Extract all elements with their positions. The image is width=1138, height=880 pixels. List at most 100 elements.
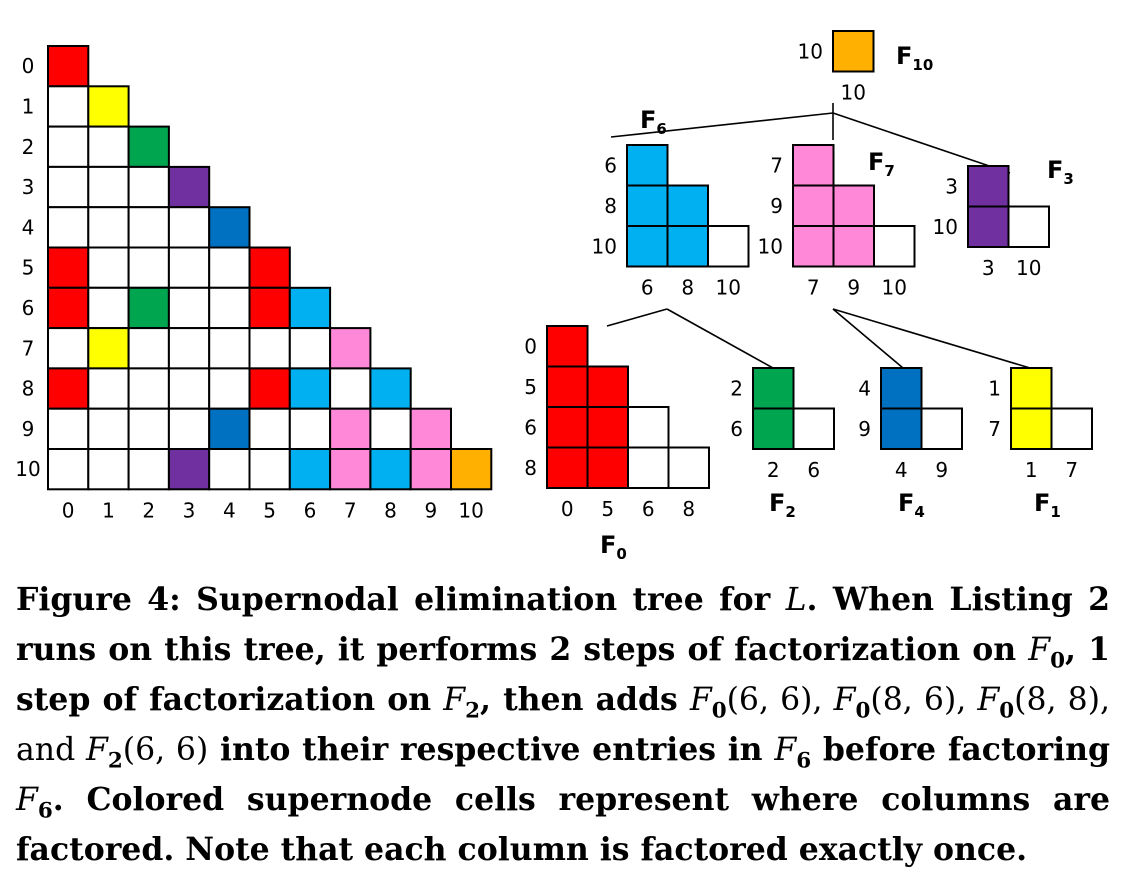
supernode-cell bbox=[1050, 407, 1093, 450]
supernode-title: F3 bbox=[1047, 156, 1074, 188]
matrix-col-label: 6 bbox=[304, 498, 317, 522]
caption-text: Figure 4: Supernodal elimination tree fo… bbox=[16, 581, 786, 618]
matrix-cell bbox=[208, 367, 251, 410]
supernode-title-subscript: 2 bbox=[785, 503, 795, 521]
matrix-cell bbox=[329, 448, 372, 491]
matrix-cell bbox=[127, 165, 170, 209]
matrix-cell bbox=[329, 327, 372, 370]
supernode-cell bbox=[667, 446, 710, 489]
supernode-cell bbox=[546, 325, 589, 368]
supernode-row-label: 3 bbox=[945, 174, 958, 198]
supernode-row-label: 1 bbox=[988, 376, 1001, 400]
supernode-title-subscript: 10 bbox=[912, 56, 933, 74]
matrix-cell bbox=[288, 286, 332, 330]
supernode-cell bbox=[873, 225, 916, 268]
supernode-cell bbox=[626, 144, 669, 187]
matrix-cell bbox=[329, 367, 372, 410]
caption-subscript: 2 bbox=[465, 698, 480, 724]
matrix-cell bbox=[47, 286, 90, 330]
matrix-row-label: 6 bbox=[22, 296, 35, 320]
caption-math: F bbox=[977, 682, 1000, 718]
figure-caption: Figure 4: Supernodal elimination tree fo… bbox=[16, 575, 1110, 875]
supernode-title: F0 bbox=[600, 531, 627, 563]
matrix-cell bbox=[369, 367, 412, 410]
matrix-cell bbox=[47, 407, 90, 451]
matrix-cell bbox=[288, 407, 332, 451]
supernode-cell bbox=[1007, 205, 1050, 248]
matrix-cell bbox=[47, 367, 90, 410]
supernode-col-label: 6 bbox=[642, 497, 655, 521]
supernode-cell bbox=[627, 446, 670, 489]
matrix-cell bbox=[47, 125, 90, 168]
supernode-cell bbox=[752, 367, 795, 410]
matrix-cell bbox=[47, 165, 90, 209]
matrix-cell bbox=[127, 125, 170, 168]
supernode-cell bbox=[1010, 407, 1053, 450]
matrix-cell bbox=[47, 206, 90, 249]
matrix-cell bbox=[127, 367, 170, 410]
matrix-cell bbox=[288, 367, 332, 410]
supernode-cell bbox=[546, 406, 589, 449]
supernode-f7: 7 9 10 7 9 10 F7 bbox=[758, 144, 916, 300]
matrix-cell bbox=[127, 246, 170, 289]
supernode-cell bbox=[586, 446, 629, 489]
matrix-col-label: 10 bbox=[458, 498, 483, 522]
caption-text: . Colored supernode cells represent wher… bbox=[16, 781, 1110, 868]
supernode-col-label: 6 bbox=[807, 458, 820, 482]
matrix-cell bbox=[167, 165, 211, 209]
matrix-cell bbox=[167, 448, 211, 491]
matrix-col-label: 7 bbox=[344, 498, 357, 522]
supernode-col-label: 10 bbox=[716, 276, 741, 300]
supernode-col-label: 6 bbox=[641, 276, 654, 300]
matrix-row-label: 7 bbox=[22, 336, 35, 360]
matrix-row-label: 0 bbox=[22, 54, 35, 78]
matrix-cell bbox=[208, 246, 251, 289]
matrix-cell bbox=[248, 448, 291, 491]
supernode-col-label: 10 bbox=[841, 81, 866, 105]
caption-subscript: 0 bbox=[1050, 648, 1066, 674]
matrix-cell bbox=[87, 165, 130, 209]
supernode-col-label: 0 bbox=[561, 497, 574, 521]
matrix-cell bbox=[87, 206, 130, 249]
supernode-cell bbox=[666, 225, 709, 268]
supernode-cell bbox=[832, 30, 875, 73]
supernode-title-subscript: 3 bbox=[1063, 170, 1073, 188]
matrix-col-label: 0 bbox=[62, 498, 75, 522]
supernode-cell bbox=[707, 225, 750, 268]
matrix-cell bbox=[288, 327, 332, 370]
tree-edge-f6-f0 bbox=[606, 308, 668, 327]
matrix-cell bbox=[47, 246, 90, 289]
matrix-cell bbox=[409, 407, 453, 451]
matrix-row-label: 10 bbox=[15, 457, 40, 481]
supernode-col-label: 1 bbox=[1025, 458, 1038, 482]
matrix-cell bbox=[208, 327, 251, 370]
supernode-title: F1 bbox=[1034, 489, 1061, 521]
supernode-col-label: 5 bbox=[601, 497, 614, 521]
caption-text: , then adds bbox=[480, 681, 690, 718]
matrix-cell bbox=[167, 407, 211, 451]
supernode-f1: 171 7F1 bbox=[988, 367, 1093, 521]
matrix-cell bbox=[127, 327, 170, 370]
matrix-cell bbox=[329, 407, 372, 451]
caption-subscript: 6 bbox=[796, 748, 812, 774]
supernode-title: F6 bbox=[640, 106, 667, 138]
matrix-cell bbox=[167, 286, 211, 330]
matrix-cell bbox=[87, 246, 130, 289]
supernode-cell bbox=[832, 184, 875, 227]
supernode-title: F2 bbox=[769, 489, 796, 521]
matrix-cell bbox=[167, 246, 211, 289]
supernode-cell bbox=[626, 225, 669, 268]
supernode-title: F10 bbox=[896, 42, 933, 74]
supernode-col-label: 4 bbox=[895, 458, 908, 482]
supernode-cell bbox=[1010, 367, 1053, 410]
supernode-row-label: 10 bbox=[798, 39, 823, 63]
caption-math: F bbox=[16, 782, 38, 818]
matrix-cell bbox=[248, 286, 291, 330]
caption-text: . When Listing 2 runs on this tree, it p… bbox=[16, 581, 1110, 668]
supernode-row-label: 4 bbox=[858, 376, 871, 400]
supernode-cell bbox=[880, 407, 923, 450]
matrix-cell bbox=[87, 448, 130, 491]
matrix-col-label: 4 bbox=[223, 498, 236, 522]
